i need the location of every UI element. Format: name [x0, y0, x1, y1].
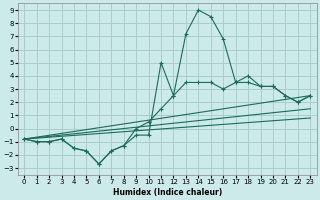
X-axis label: Humidex (Indice chaleur): Humidex (Indice chaleur) [113, 188, 222, 197]
